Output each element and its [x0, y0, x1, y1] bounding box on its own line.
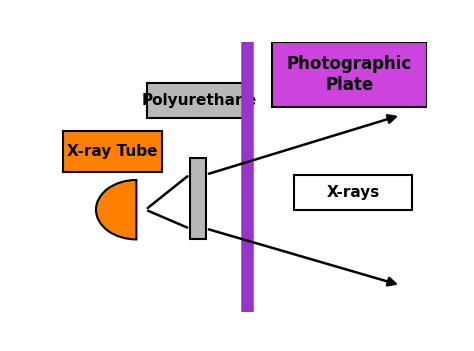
Bar: [63, 131, 162, 172]
Bar: [294, 174, 412, 210]
Bar: [272, 42, 427, 107]
Bar: [147, 83, 250, 118]
Text: Polyurethane: Polyurethane: [141, 93, 256, 108]
Text: Photographic
Plate: Photographic Plate: [287, 55, 412, 94]
Text: X-rays: X-rays: [327, 185, 380, 200]
Bar: [190, 158, 206, 239]
Wedge shape: [96, 180, 137, 239]
Text: X-ray Tube: X-ray Tube: [67, 144, 158, 159]
